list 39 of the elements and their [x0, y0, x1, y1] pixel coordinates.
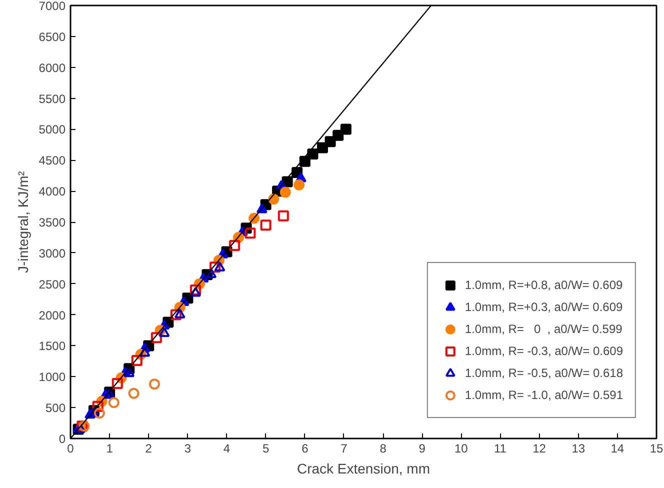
x-tick-label: 6 [302, 442, 309, 456]
x-tick-label: 15 [650, 442, 664, 456]
y-tick-label: 5000 [38, 122, 66, 137]
y-tick-label: 1500 [38, 339, 66, 354]
x-tick-label: 2 [145, 442, 152, 456]
x-tick-label: 13 [572, 442, 586, 456]
x-tick-label: 10 [454, 442, 468, 456]
y-tick-label: 2000 [38, 308, 66, 322]
legend-label: 1.0mm, R= -1.0, a0/W= 0.591 [464, 388, 623, 402]
x-axis-title: Crack Extension, mm [296, 460, 430, 476]
x-tick-label: 4 [223, 442, 230, 456]
y-tick-label: 5500 [38, 92, 66, 106]
y-tick-label: 3500 [38, 216, 66, 230]
y-tick-label: 1000 [38, 370, 66, 384]
y-tick-label: 4000 [38, 184, 66, 199]
x-tick-label: 3 [184, 442, 192, 456]
x-tick-label: 8 [380, 442, 387, 456]
x-tick-label: 9 [418, 442, 426, 456]
y-tick-label: 0 [58, 432, 66, 446]
y-tick-label: 2500 [38, 277, 66, 292]
x-tick-label: 12 [532, 442, 546, 456]
legend-label: 1.0mm, R=+0.3, a0/W= 0.609 [464, 300, 623, 314]
x-tick-label: 7 [340, 442, 348, 456]
y-tick-label: 6500 [38, 30, 66, 44]
legend-label: 1.0mm, R=+0.8, a0/W= 0.609 [464, 278, 623, 292]
x-tick-label: 0 [67, 442, 74, 456]
y-tick-label: 7000 [38, 0, 66, 13]
legend-label: 1.0mm, R= 0 , a0/W= 0.599 [464, 322, 622, 336]
x-tick-label: 5 [262, 442, 270, 456]
y-tick-label: 3000 [38, 246, 66, 260]
x-tick-label: 1 [106, 442, 114, 456]
legend-label: 1.0mm, R= -0.5, a0/W= 0.618 [464, 366, 623, 380]
x-tick-label: 14 [610, 442, 624, 456]
y-tick-label: 6000 [38, 60, 66, 75]
x-tick-label: 11 [494, 442, 507, 456]
y-axis-title: J-integral, KJ/m² [14, 170, 31, 273]
y-tick-label: 4500 [38, 154, 66, 168]
legend-label: 1.0mm, R= -0.3, a0/W= 0.609 [464, 344, 623, 358]
y-tick-label: 500 [45, 401, 66, 416]
